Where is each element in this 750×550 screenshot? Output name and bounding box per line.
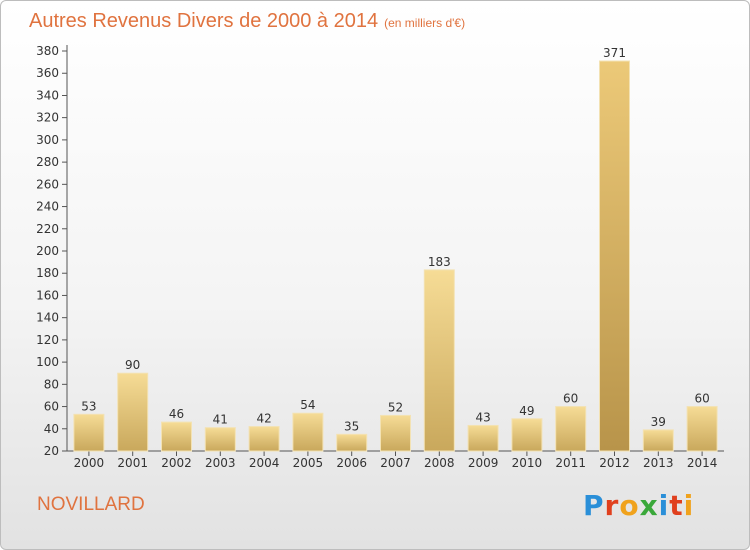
x-tick-label: 2004 bbox=[249, 456, 280, 470]
bar-2006 bbox=[336, 433, 368, 452]
bar-value-label: 60 bbox=[563, 392, 578, 406]
x-tick-label: 2006 bbox=[336, 456, 367, 470]
y-tick-label: 120 bbox=[36, 333, 59, 347]
bar-value-label: 39 bbox=[651, 415, 666, 429]
logo-letter: i bbox=[683, 489, 695, 522]
y-axis: 20 40 60 80 100 120 140 160 180 200 220 240 260 280 30… bbox=[36, 44, 68, 458]
bar-value-label: 35 bbox=[344, 419, 359, 433]
logo-letter: t bbox=[669, 489, 684, 522]
logo-letter: i bbox=[658, 489, 670, 522]
logo-letter: x bbox=[639, 489, 659, 522]
bar-value-label: 52 bbox=[388, 400, 403, 414]
x-axis: 2000 2001 2002 2003 2004 2005 2006 2007 2008 2009… bbox=[67, 450, 724, 470]
x-tick-label: 2010 bbox=[512, 456, 543, 470]
x-tick-label: 2005 bbox=[293, 456, 324, 470]
bar-2013 bbox=[642, 429, 674, 452]
bar-2009 bbox=[467, 424, 499, 452]
bar-2002 bbox=[161, 421, 192, 452]
x-tick-label: 2007 bbox=[380, 456, 411, 470]
x-tick-label: 2008 bbox=[424, 456, 455, 470]
x-tick-label: 2000 bbox=[74, 456, 105, 470]
y-tick-label: 160 bbox=[36, 288, 59, 302]
bar-2000 bbox=[73, 413, 105, 452]
town-name: NOVILLARD bbox=[37, 494, 145, 515]
bar-value-label: 54 bbox=[300, 398, 315, 412]
bar-value-label: 371 bbox=[603, 46, 626, 60]
y-tick-label: 40 bbox=[44, 422, 59, 436]
bar-2012 bbox=[599, 60, 630, 452]
x-tick-label: 2009 bbox=[468, 456, 499, 470]
bar-value-label: 41 bbox=[213, 413, 228, 427]
chart-subtitle: (en milliers d'€) bbox=[384, 16, 466, 30]
bar-2010 bbox=[511, 418, 543, 452]
y-tick-label: 380 bbox=[36, 44, 59, 58]
y-tick-label: 300 bbox=[36, 133, 59, 147]
bar-2011 bbox=[555, 406, 587, 452]
bar-value-label: 60 bbox=[694, 392, 709, 406]
y-tick-label: 60 bbox=[44, 400, 59, 414]
y-tick-label: 180 bbox=[36, 266, 59, 280]
data-labels: 53 90 46 41 42 54 35 52 183 43 49 60 371 39 60 bbox=[81, 46, 709, 433]
bar-value-label: 43 bbox=[475, 410, 490, 424]
bar-value-label: 90 bbox=[125, 358, 140, 372]
x-tick-label: 2001 bbox=[117, 456, 148, 470]
y-tick-label: 100 bbox=[36, 355, 59, 369]
chart-title-text: Autres Revenus Divers de 2000 à 2014 bbox=[29, 10, 379, 32]
y-tick-label: 20 bbox=[44, 444, 59, 458]
y-tick-label: 80 bbox=[44, 377, 59, 391]
bar-2004 bbox=[248, 426, 280, 452]
proxiti-logo: Proxiti bbox=[583, 489, 694, 522]
y-tick-label: 320 bbox=[36, 111, 59, 125]
x-tick-label: 2012 bbox=[599, 456, 630, 470]
x-tick-label: 2011 bbox=[555, 456, 586, 470]
y-tick-label: 280 bbox=[36, 155, 59, 169]
chart-title: Autres Revenus Divers de 2000 à 2014 (en … bbox=[29, 10, 465, 33]
bar-value-label: 183 bbox=[428, 255, 451, 269]
bar-2001 bbox=[117, 372, 149, 452]
bar-value-label: 53 bbox=[81, 399, 96, 413]
bar-value-label: 46 bbox=[169, 407, 184, 421]
bar-2003 bbox=[204, 427, 236, 452]
x-tick-label: 2013 bbox=[643, 456, 674, 470]
logo-letter: r bbox=[604, 489, 620, 522]
y-tick-label: 220 bbox=[36, 222, 59, 236]
bar-2008 bbox=[423, 269, 455, 452]
logo-letter: o bbox=[619, 489, 640, 522]
y-tick-label: 140 bbox=[36, 311, 59, 325]
bar-2007 bbox=[380, 414, 411, 452]
x-tick-label: 2014 bbox=[687, 456, 718, 470]
bar-2014 bbox=[686, 406, 718, 452]
x-tick-label: 2003 bbox=[205, 456, 236, 470]
bar-2005 bbox=[292, 412, 324, 452]
y-tick-label: 360 bbox=[36, 66, 59, 80]
y-tick-label: 340 bbox=[36, 88, 59, 102]
y-tick-label: 260 bbox=[36, 177, 59, 191]
bars bbox=[73, 60, 718, 452]
y-tick-label: 200 bbox=[36, 244, 59, 258]
y-tick-label: 240 bbox=[36, 200, 59, 214]
bar-value-label: 49 bbox=[519, 404, 534, 418]
x-tick-label: 2002 bbox=[161, 456, 192, 470]
logo-letter: P bbox=[583, 489, 605, 522]
bar-value-label: 42 bbox=[256, 412, 271, 426]
